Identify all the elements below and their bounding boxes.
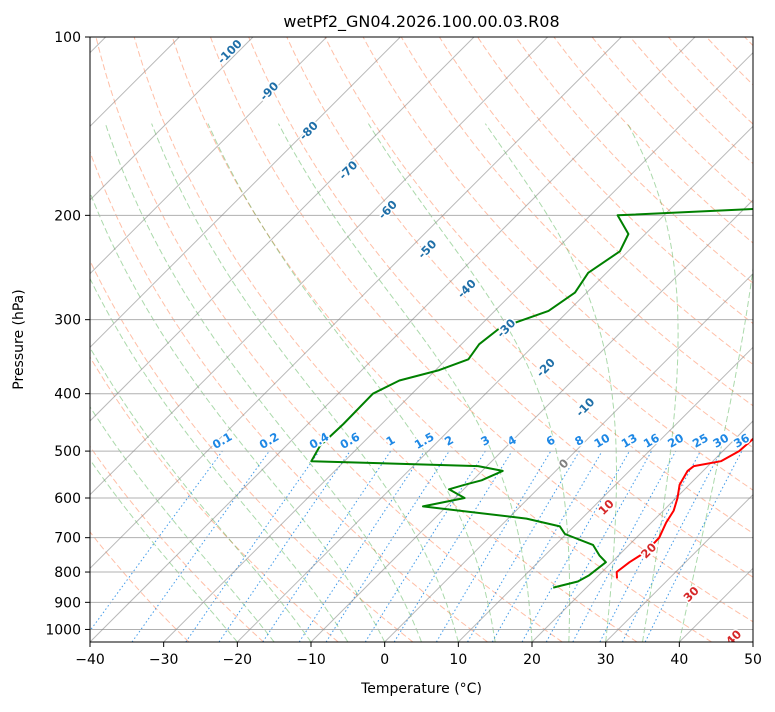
x-tick-label: 30 [597, 652, 615, 668]
x-tick-label: −40 [75, 652, 105, 668]
chart-title: wetPf2_GN04.2026.100.00.03.R08 [283, 12, 559, 32]
y-tick-label: 600 [54, 491, 81, 507]
y-tick-label: 800 [54, 565, 81, 581]
y-tick-label: 300 [54, 313, 81, 329]
x-tick-label: −30 [149, 652, 179, 668]
y-tick-label: 1000 [45, 622, 81, 638]
y-tick-label: 500 [54, 444, 81, 460]
x-tick-label: 40 [670, 652, 688, 668]
x-tick-label: 50 [744, 652, 762, 668]
x-tick-label: 20 [523, 652, 541, 668]
x-tick-label: 0 [380, 652, 389, 668]
y-tick-label: 200 [54, 208, 81, 224]
y-tick-label: 700 [54, 531, 81, 547]
y-tick-label: 400 [54, 387, 81, 403]
y-axis-title: Pressure (hPa) [11, 289, 27, 389]
y-tick-label: 100 [54, 30, 81, 46]
x-tick-label: −10 [296, 652, 326, 668]
x-tick-label: 10 [449, 652, 467, 668]
x-axis-title: Temperature (°C) [360, 681, 482, 697]
y-tick-label: 900 [54, 595, 81, 611]
x-tick-label: −20 [223, 652, 253, 668]
